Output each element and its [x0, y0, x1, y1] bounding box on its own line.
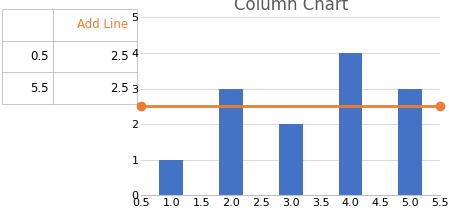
Bar [339, 53, 362, 195]
Title: Column Chart: Column Chart [233, 0, 348, 14]
Bar [159, 160, 183, 195]
Bar [398, 89, 422, 195]
Bar [219, 89, 243, 195]
Bar [279, 124, 303, 195]
